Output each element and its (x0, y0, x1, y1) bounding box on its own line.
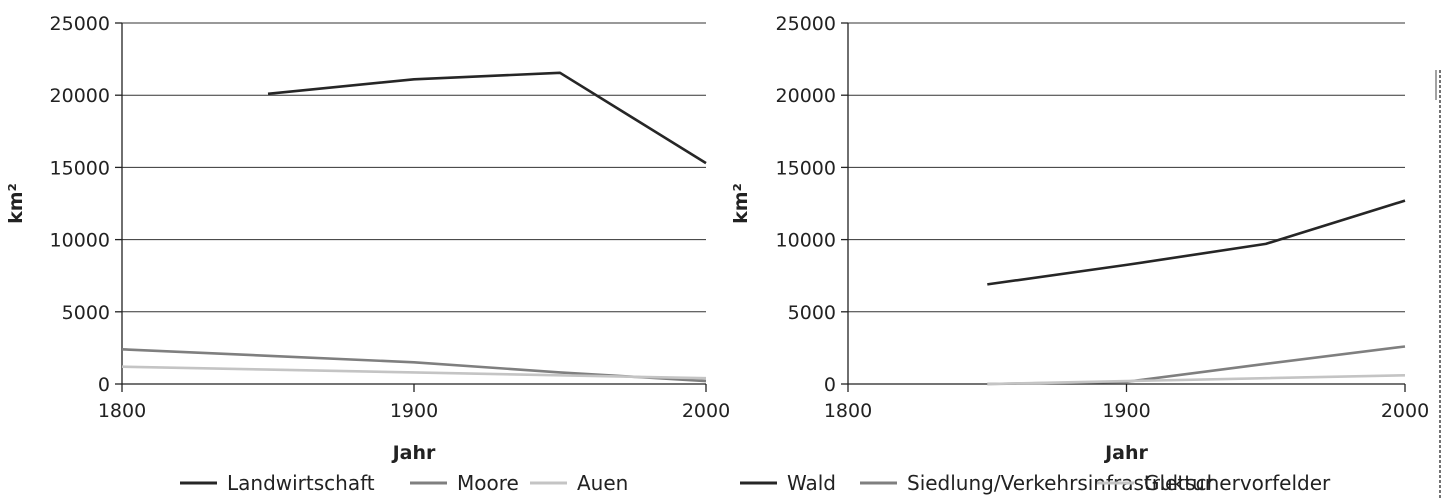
x-tick-label: 2000 (682, 400, 730, 422)
legend-label: Gletschervorfelder (1144, 471, 1331, 495)
x-tick-label: 2000 (1381, 400, 1429, 422)
legend-label: Moore (457, 471, 519, 495)
cropped-side-text (1435, 70, 1441, 499)
y-tick-label: 20000 (776, 85, 836, 107)
y-tick-label: 0 (98, 374, 110, 396)
legend-label: Wald (787, 471, 836, 495)
series-line-wald (987, 199, 1406, 286)
chart-2: 0 5000 10000 15000 20000 25000 1800 1900 2000 km²… (730, 13, 1429, 495)
y-tick-label: 15000 (776, 157, 836, 179)
x-tick-label: 1900 (1102, 400, 1150, 422)
legend-label: Landwirtschaft (227, 471, 375, 495)
y-tick-label: 10000 (50, 230, 110, 252)
chart-1: 0 5000 10000 15000 20000 25000 1800 1900 2000 km²… (5, 13, 730, 495)
legend: Wald Siedlung/VerkehrsinfrastrukturGletsc… (740, 471, 1331, 495)
series-line-landwirtschaft (267, 71, 707, 165)
y-axis-title: km² (5, 183, 27, 224)
x-tick-label: 1800 (98, 400, 146, 422)
y-tick-label: 10000 (776, 230, 836, 252)
y-tick-label: 0 (824, 374, 836, 396)
x-tick-label: 1900 (390, 400, 438, 422)
legend: Landwirtschaft Moore Auen (180, 471, 628, 495)
legend-label: Siedlung/Verkehrsinfrastruktur (907, 471, 1214, 495)
legend-label: Auen (577, 471, 628, 495)
y-tick-label: 5000 (62, 302, 110, 324)
y-tick-label: 5000 (788, 302, 836, 324)
x-tick-label: 1800 (824, 400, 872, 422)
y-axis-title: km² (730, 183, 752, 224)
x-axis-title: Jahr (1103, 442, 1148, 464)
series-line-auen (121, 365, 707, 380)
x-axis-title: Jahr (391, 442, 436, 464)
y-tick-label: 25000 (50, 13, 110, 35)
y-tick-label: 20000 (50, 85, 110, 107)
y-tick-label: 15000 (50, 157, 110, 179)
series-line-gletschervorfelder (987, 374, 1406, 386)
y-tick-label: 25000 (776, 13, 836, 35)
